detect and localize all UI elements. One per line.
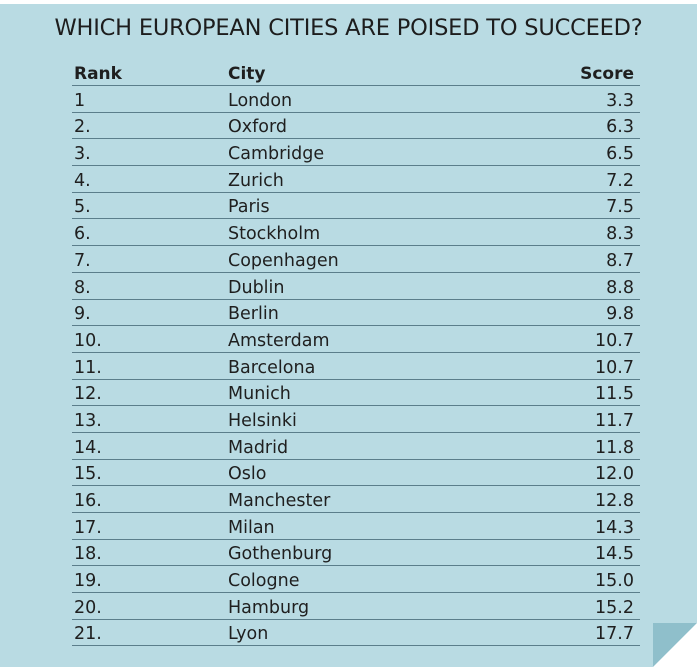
table-row: 7. Copenhagen 8.7 [72,245,640,273]
city-cell: Milan [226,512,538,540]
table-row: 14. Madrid 11.8 [72,432,640,460]
score-cell: 12.0 [538,459,640,487]
score-cell: 12.8 [538,485,640,513]
score-cell: 8.7 [538,245,640,273]
city-cell: Gothenburg [226,539,538,567]
score-cell: 15.2 [538,592,640,620]
city-cell: Helsinki [226,405,538,433]
score-cell: 11.8 [538,432,640,460]
score-cell: 10.7 [538,325,640,353]
score-cell: 11.5 [538,379,640,407]
rank-cell: 15. [72,459,226,487]
city-cell: Dublin [226,272,538,300]
city-cell: Berlin [226,299,538,327]
header-city: City [226,58,538,86]
score-cell: 11.7 [538,405,640,433]
city-cell: Oxford [226,112,538,140]
rank-cell: 17. [72,512,226,540]
header-rank: Rank [72,58,226,86]
rank-cell: 5. [72,192,226,220]
table-row: 21. Lyon 17.7 [72,619,640,647]
city-cell: Hamburg [226,592,538,620]
rank-cell: 12. [72,379,226,407]
score-cell: 8.8 [538,272,640,300]
table-row: 16. Manchester 12.8 [72,485,640,513]
city-cell: Oslo [226,459,538,487]
table-body: 1 London 3.3 2. Oxford 6.3 3. Cambridge 6.5 4. Zur… [72,85,640,647]
table-row: 15. Oslo 12.0 [72,459,640,487]
rank-cell: 20. [72,592,226,620]
rank-cell: 3. [72,138,226,167]
rank-cell: 9. [72,299,226,327]
score-cell: 9.8 [538,299,640,327]
city-cell: Lyon [226,619,538,647]
score-cell: 3.3 [538,85,640,113]
city-cell: Manchester [226,485,538,513]
rank-cell: 8. [72,272,226,300]
rank-cell: 4. [72,165,226,193]
table-row: 11. Barcelona 10.7 [72,352,640,380]
page-corner-fold [653,623,697,667]
rank-cell: 1 [72,85,226,113]
city-cell: Munich [226,379,538,407]
rank-cell: 10. [72,325,226,353]
table-row: 17. Milan 14.3 [72,512,640,540]
table-row: 3. Cambridge 6.5 [72,138,640,167]
rank-cell: 21. [72,619,226,647]
score-cell: 6.5 [538,138,640,167]
table-row: 10. Amsterdam 10.7 [72,325,640,353]
city-cell: Cambridge [226,138,538,167]
rankings-table: Rank City Score 1 London 3.3 2. Oxford 6.3 3. C… [72,58,640,647]
city-cell: Cologne [226,565,538,594]
rank-cell: 14. [72,432,226,460]
city-cell: Paris [226,192,538,220]
table-row: 13. Helsinki 11.7 [72,405,640,433]
score-cell: 14.3 [538,512,640,540]
table-row: 9. Berlin 9.8 [72,299,640,327]
table-row: 18. Gothenburg 14.5 [72,539,640,567]
score-cell: 15.0 [538,565,640,594]
table-row: 1 London 3.3 [72,85,640,113]
table-row: 6. Stockholm 8.3 [72,218,640,247]
rank-cell: 2. [72,112,226,140]
table-row: 8. Dublin 8.8 [72,272,640,300]
score-cell: 14.5 [538,539,640,567]
score-cell: 8.3 [538,218,640,247]
city-cell: Barcelona [226,352,538,380]
city-cell: Madrid [226,432,538,460]
city-cell: Copenhagen [226,245,538,273]
rank-cell: 7. [72,245,226,273]
city-cell: Stockholm [226,218,538,247]
score-cell: 6.3 [538,112,640,140]
table-row: 12. Munich 11.5 [72,379,640,407]
table-row: 20. Hamburg 15.2 [72,592,640,620]
city-cell: London [226,85,538,113]
table-row: 19. Cologne 15.0 [72,565,640,594]
rank-cell: 19. [72,565,226,594]
rank-cell: 6. [72,218,226,247]
score-cell: 7.2 [538,165,640,193]
rank-cell: 13. [72,405,226,433]
city-cell: Amsterdam [226,325,538,353]
rank-cell: 11. [72,352,226,380]
score-cell: 17.7 [538,619,640,647]
rank-cell: 16. [72,485,226,513]
score-cell: 10.7 [538,352,640,380]
table-header-row: Rank City Score [72,58,640,86]
rank-cell: 18. [72,539,226,567]
score-cell: 7.5 [538,192,640,220]
chart-title: WHICH EUROPEAN CITIES ARE POISED TO SUCC… [54,15,643,41]
city-cell: Zurich [226,165,538,193]
header-score: Score [538,58,640,86]
table-row: 5. Paris 7.5 [72,192,640,220]
table-row: 4. Zurich 7.2 [72,165,640,193]
table-row: 2. Oxford 6.3 [72,112,640,140]
